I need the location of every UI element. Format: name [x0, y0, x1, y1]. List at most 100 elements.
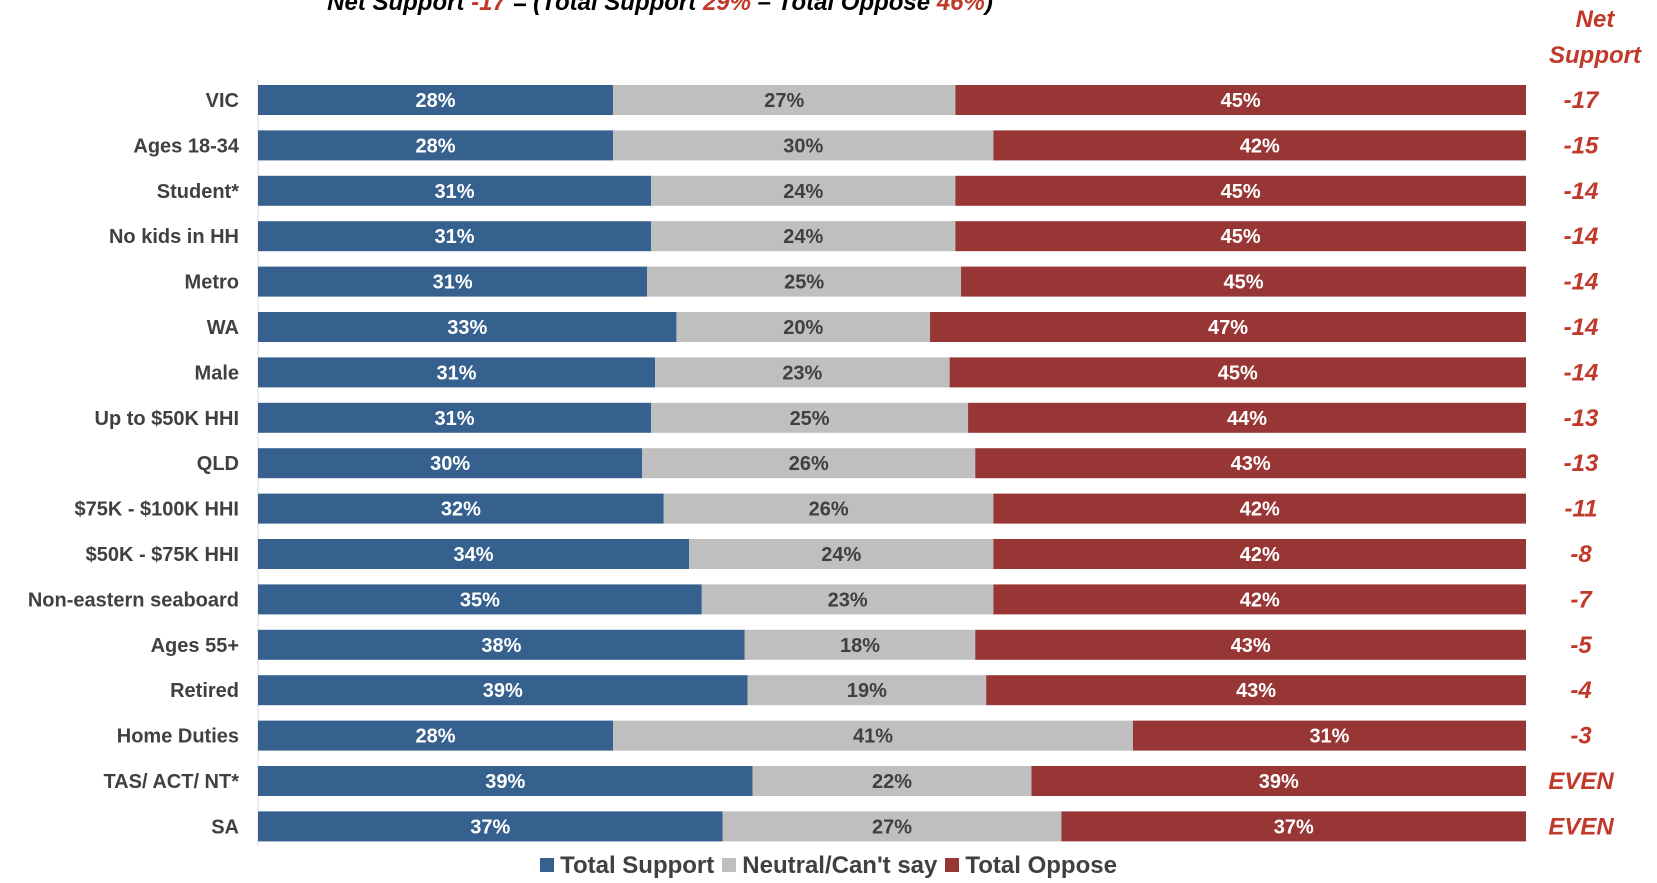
category-label: $50K - $75K HHI [86, 544, 239, 566]
data-label: 32% [441, 499, 481, 521]
title-text-1: Net Support [327, 0, 472, 16]
data-label: 30% [783, 135, 823, 157]
category-label: Male [195, 362, 239, 384]
data-label: 31% [435, 181, 475, 203]
bar-segment-1 [676, 312, 931, 342]
data-label: 26% [789, 453, 829, 475]
data-label: 47% [1208, 317, 1248, 339]
bar-segment-2 [1132, 720, 1526, 751]
net-support-value: -13 [1564, 405, 1599, 432]
bar-segment-2 [955, 175, 1526, 206]
data-label: 31% [1309, 726, 1349, 748]
category-label: Metro [185, 272, 239, 294]
data-label: 28% [416, 90, 456, 112]
net-support-header-line2: Support [1549, 42, 1642, 69]
category-label: Ages 55+ [151, 635, 239, 657]
data-label: 31% [435, 408, 475, 430]
data-label: 31% [437, 362, 477, 384]
bar-segment-1 [651, 221, 956, 252]
net-support-value: -14 [1564, 269, 1599, 296]
net-support-value: -14 [1564, 223, 1599, 250]
net-support-value: -13 [1564, 450, 1599, 477]
data-label: 43% [1236, 680, 1276, 702]
bar-segment-1 [651, 402, 969, 433]
bar-segment-0 [258, 221, 652, 252]
data-label: 18% [840, 635, 880, 657]
bar-segment-2 [930, 312, 1526, 342]
bar-segment-2 [968, 402, 1526, 433]
bar-segment-0 [258, 266, 648, 297]
legend-item: Total Support [540, 852, 714, 880]
net-support-value: -14 [1564, 178, 1599, 205]
legend-swatch [722, 858, 737, 872]
bar-segment-1 [613, 720, 1133, 751]
data-label: 33% [447, 317, 487, 339]
title-text-4: ) [984, 0, 993, 16]
data-label: 31% [433, 272, 473, 294]
data-label: 45% [1224, 272, 1264, 294]
title-net-value: -17 [471, 0, 506, 16]
data-label: 26% [809, 499, 849, 521]
data-label: 41% [853, 726, 893, 748]
data-label: 25% [784, 272, 824, 294]
bar-segment-0 [258, 584, 702, 615]
net-support-value: -4 [1570, 677, 1591, 704]
category-label: TAS/ ACT/ NT* [103, 771, 239, 793]
data-label: 24% [821, 544, 861, 566]
data-label: 27% [764, 90, 804, 112]
net-support-value: -3 [1570, 723, 1592, 750]
bar-segment-2 [1061, 811, 1526, 842]
legend-item: Neutral/Can't say [722, 852, 937, 880]
bar-segment-0 [258, 675, 748, 706]
bar-segment-0 [258, 766, 753, 796]
net-support-value: EVEN [1548, 768, 1614, 795]
data-label: 24% [783, 181, 823, 203]
bar-segment-1 [613, 130, 994, 161]
bar-segment-1 [701, 584, 994, 615]
data-label: 24% [783, 226, 823, 248]
category-label: Ages 18-34 [133, 135, 239, 157]
data-label: 45% [1218, 362, 1258, 384]
data-label: 43% [1231, 635, 1271, 657]
legend-swatch [945, 858, 960, 872]
data-label: 45% [1221, 181, 1261, 203]
net-support-value: -14 [1564, 359, 1599, 386]
legend-item: Total Oppose [945, 852, 1117, 880]
data-label: 45% [1221, 226, 1261, 248]
title-text-2: = (Total Support [505, 0, 703, 16]
legend-label: Neutral/Can't say [742, 852, 938, 879]
data-label: 34% [454, 544, 494, 566]
bar-segment-1 [663, 493, 994, 524]
data-label: 22% [872, 771, 912, 793]
data-label: 42% [1240, 135, 1280, 157]
legend-label: Total Support [560, 852, 715, 879]
category-label: No kids in HH [109, 226, 239, 248]
data-label: 42% [1240, 544, 1280, 566]
bar-segment-2 [993, 130, 1526, 161]
category-label: $75K - $100K HHI [74, 499, 239, 521]
title-text-3: – Total Oppose [750, 0, 937, 16]
net-support-value: -11 [1565, 496, 1598, 523]
data-label: 42% [1240, 499, 1280, 521]
bar-segment-0 [258, 493, 664, 524]
legend-swatch [540, 858, 555, 872]
data-label: 43% [1231, 453, 1271, 475]
category-label: Home Duties [117, 726, 239, 748]
data-label: 23% [828, 589, 868, 611]
data-label: 37% [470, 816, 510, 838]
bar-segment-1 [747, 675, 987, 706]
legend-label: Total Oppose [965, 852, 1117, 879]
bar-segment-1 [689, 539, 994, 569]
bar-segment-0 [258, 175, 652, 206]
bar-segment-2 [993, 584, 1526, 615]
net-support-value: -17 [1564, 87, 1600, 114]
bar-segment-2 [986, 675, 1526, 706]
bar-segment-2 [949, 357, 1526, 388]
data-label: 19% [847, 680, 887, 702]
data-label: 39% [1259, 771, 1299, 793]
bar-segment-0 [258, 811, 723, 842]
data-label: 25% [790, 408, 830, 430]
stacked-bar-chart: Net Support VIC 28% 27% 45% -17 Ages 18-34 28%… [28, 6, 1642, 846]
bar-segment-1 [722, 811, 1062, 842]
category-label: Up to $50K HHI [95, 408, 239, 430]
